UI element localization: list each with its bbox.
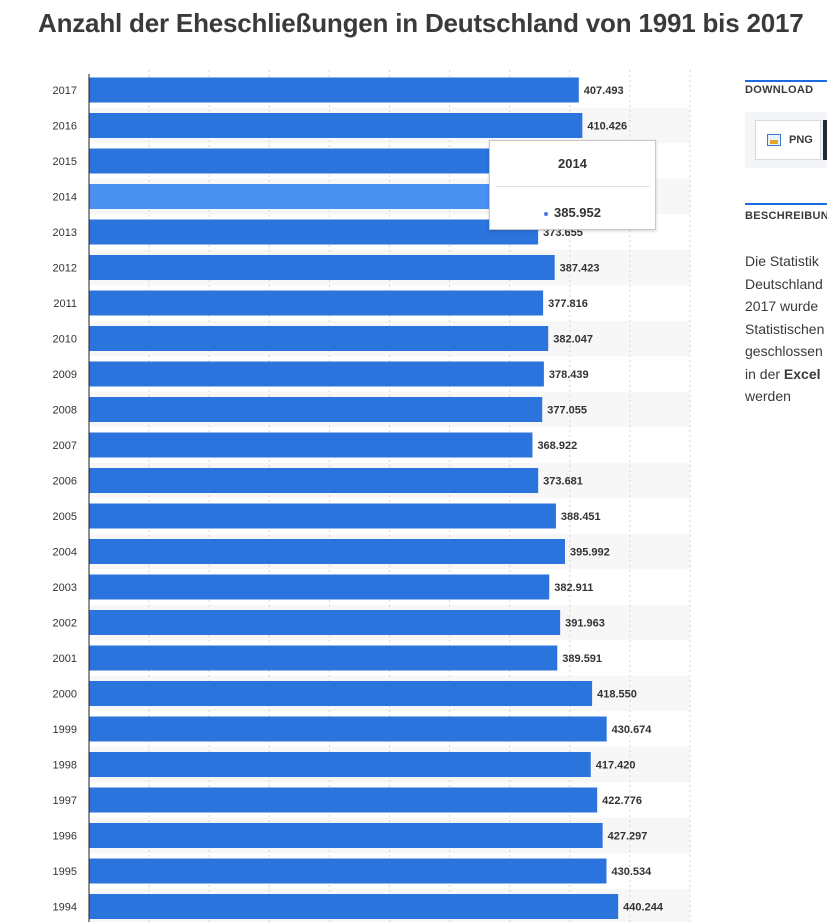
value-label: 430.534: [612, 866, 653, 878]
value-label: 427.297: [608, 831, 648, 843]
value-label: 373.681: [543, 476, 583, 488]
bar: [89, 184, 553, 209]
category-label: 2014: [53, 192, 77, 204]
category-label: 1996: [53, 831, 77, 843]
bar: [89, 610, 561, 635]
bar: [89, 645, 558, 671]
bar: [89, 752, 591, 777]
category-label: 2001: [53, 653, 77, 665]
value-label: 382.047: [553, 334, 593, 346]
value-label: 430.674: [612, 724, 653, 736]
category-label: 2017: [53, 85, 77, 97]
bar: [89, 77, 579, 103]
description-text-inline: in der: [745, 365, 781, 382]
value-label: 387.423: [560, 263, 600, 275]
tooltip-value: 385.952: [554, 205, 601, 220]
series-dot-icon: [544, 211, 548, 216]
value-label: 417.420: [596, 760, 636, 772]
value-label: 388.451: [561, 511, 601, 523]
download-options: PNG: [745, 112, 827, 168]
value-label: 378.439: [549, 369, 589, 381]
tooltip-year: 2014: [558, 156, 587, 171]
sidebar: DOWNLOAD PNG BESCHREIBUNG Die Statistik …: [745, 0, 827, 922]
value-label: 422.776: [602, 795, 642, 807]
category-label: 2005: [53, 511, 77, 523]
excel-link[interactable]: Excel: [783, 365, 821, 382]
bar: [89, 681, 593, 706]
category-label: 2012: [53, 263, 77, 275]
value-label: 382.911: [554, 582, 593, 594]
category-label: 2006: [53, 476, 77, 488]
bar: [89, 113, 583, 138]
download-divider: [745, 80, 827, 82]
bar: [89, 255, 555, 280]
description-text: Die Statistik Deutschland 2017 wurde Sta…: [745, 250, 827, 408]
bar: [89, 787, 598, 813]
bar: [89, 858, 607, 884]
tooltip-value-row: 385.952: [490, 205, 655, 220]
description-line: geschlossen: [745, 343, 823, 359]
png-label: PNG: [789, 134, 813, 146]
category-label: 2013: [53, 227, 77, 239]
category-label: 1998: [53, 760, 77, 772]
bar: [89, 326, 549, 351]
category-label: 2007: [53, 440, 77, 452]
png-download-button[interactable]: PNG: [755, 120, 821, 160]
description-line: Statistischen: [745, 320, 825, 337]
value-label: 391.963: [565, 618, 605, 630]
category-label: 2000: [53, 689, 77, 701]
bar: [89, 432, 533, 458]
bar: [89, 468, 539, 493]
category-label: 2002: [53, 618, 77, 630]
category-label: 2015: [53, 156, 77, 168]
category-label: 1994: [53, 902, 77, 914]
description-divider: [745, 203, 827, 205]
value-label: 377.055: [547, 405, 587, 417]
value-label: 395.992: [570, 547, 610, 559]
tooltip-divider: [495, 186, 650, 187]
value-label: 373.655: [543, 227, 583, 239]
category-label: 2009: [53, 369, 77, 381]
category-label: 2008: [53, 405, 77, 417]
image-icon: [767, 134, 781, 146]
bar: [89, 574, 550, 600]
bar: [89, 290, 544, 316]
value-label: 418.550: [597, 689, 637, 701]
category-label: 1995: [53, 866, 77, 878]
bar: [89, 219, 539, 245]
value-label: 440.244: [623, 902, 664, 914]
value-label: 410.426: [587, 121, 627, 133]
category-label: 2010: [53, 334, 77, 346]
bar: [89, 716, 607, 742]
category-label: 2004: [53, 547, 77, 559]
category-label: 2016: [53, 121, 77, 133]
value-label: 407.493: [584, 85, 624, 97]
bar: [89, 894, 619, 919]
chart-tooltip: 2014 385.952: [489, 140, 656, 230]
bar: [89, 503, 556, 529]
category-label: 2011: [53, 298, 77, 310]
bar: [89, 539, 565, 564]
bar: [89, 361, 544, 387]
page-title: Anzahl der Eheschließungen in Deutschlan…: [38, 8, 804, 38]
description-heading: BESCHREIBUNG: [745, 210, 827, 222]
category-label: 2003: [53, 582, 77, 594]
category-label: 1999: [53, 724, 77, 736]
bar: [89, 397, 543, 422]
category-label: 1997: [53, 795, 77, 807]
description-line: werden: [745, 388, 791, 404]
description-line: in der Excel: [745, 363, 827, 386]
description-line: Die Statistik: [745, 253, 819, 269]
download-heading: DOWNLOAD: [745, 84, 814, 96]
value-label: 389.591: [562, 653, 602, 665]
download-more-button[interactable]: [823, 120, 827, 160]
description-line: 2017 wurde: [745, 298, 819, 314]
value-label: 368.922: [537, 440, 577, 452]
description-line: Deutschland: [745, 275, 823, 292]
bar: [89, 823, 603, 848]
value-label: 377.816: [548, 298, 588, 310]
